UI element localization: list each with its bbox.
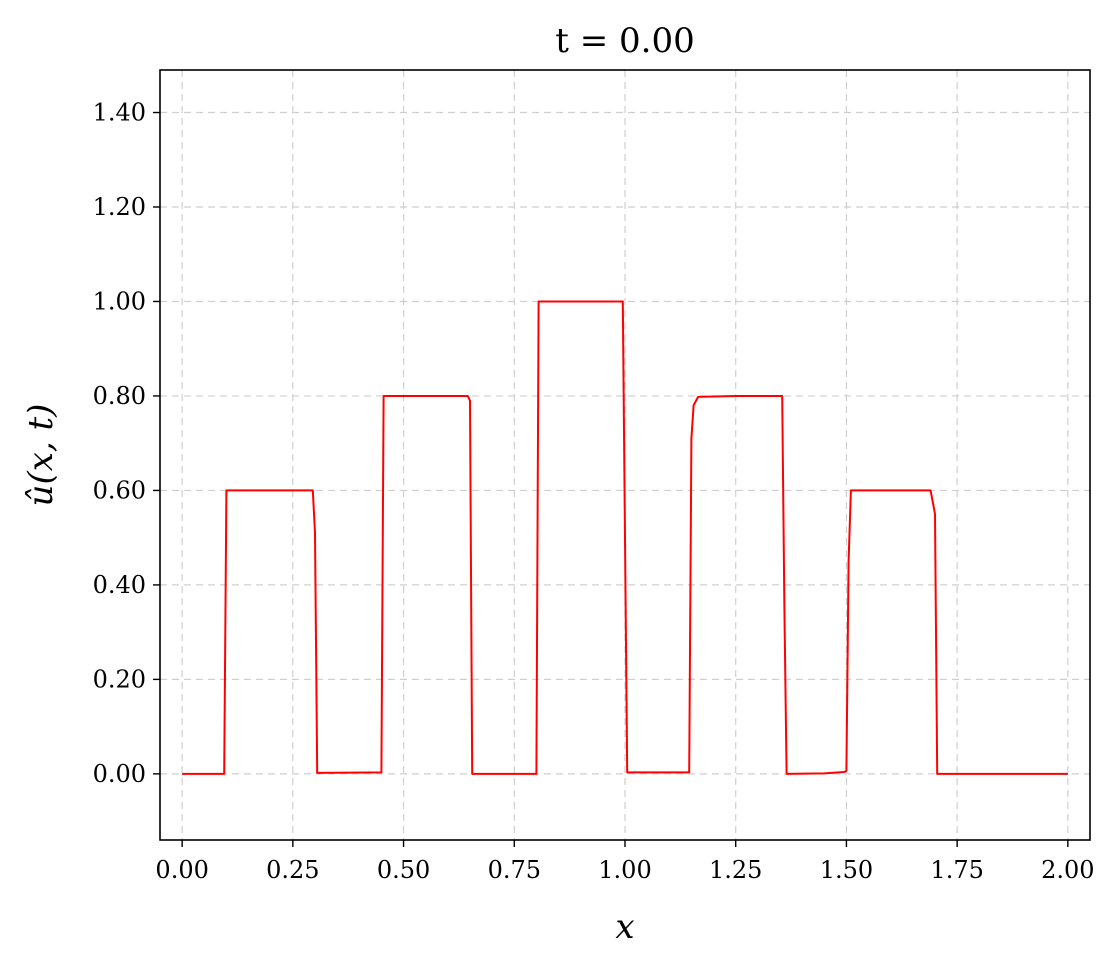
x-tick-label: 1.50 xyxy=(820,856,873,884)
y-tick-label: 0.60 xyxy=(93,476,146,504)
x-tick-label: 0.50 xyxy=(377,856,430,884)
y-tick-label: 0.00 xyxy=(93,760,146,788)
chart-title: t = 0.00 xyxy=(555,21,694,61)
y-tick-label: 0.40 xyxy=(93,571,146,599)
y-axis-label: û(x, t) xyxy=(21,404,61,507)
x-tick-label: 1.75 xyxy=(930,856,983,884)
series-line xyxy=(182,300,1068,775)
x-tick-label: 0.25 xyxy=(266,856,319,884)
series-layer xyxy=(182,300,1068,775)
ticks: 0.00 0.25 0.50 0.75 1.00 1.25 1.50 1.75 2.00 0.00… xyxy=(93,99,1095,884)
x-tick-label: 1.25 xyxy=(709,856,762,884)
x-tick-label: 1.00 xyxy=(598,856,651,884)
x-tick-label: 0.75 xyxy=(488,856,541,884)
x-tick-label: 0.00 xyxy=(155,856,208,884)
x-tick-label: 2.00 xyxy=(1041,856,1094,884)
y-tick-label: 1.20 xyxy=(93,193,146,221)
y-tick-label: 0.20 xyxy=(93,665,146,693)
y-tick-label: 1.00 xyxy=(93,287,146,315)
y-tick-label: 0.80 xyxy=(93,382,146,410)
y-tick-label: 1.40 xyxy=(93,99,146,127)
x-axis-label: x xyxy=(615,907,634,947)
